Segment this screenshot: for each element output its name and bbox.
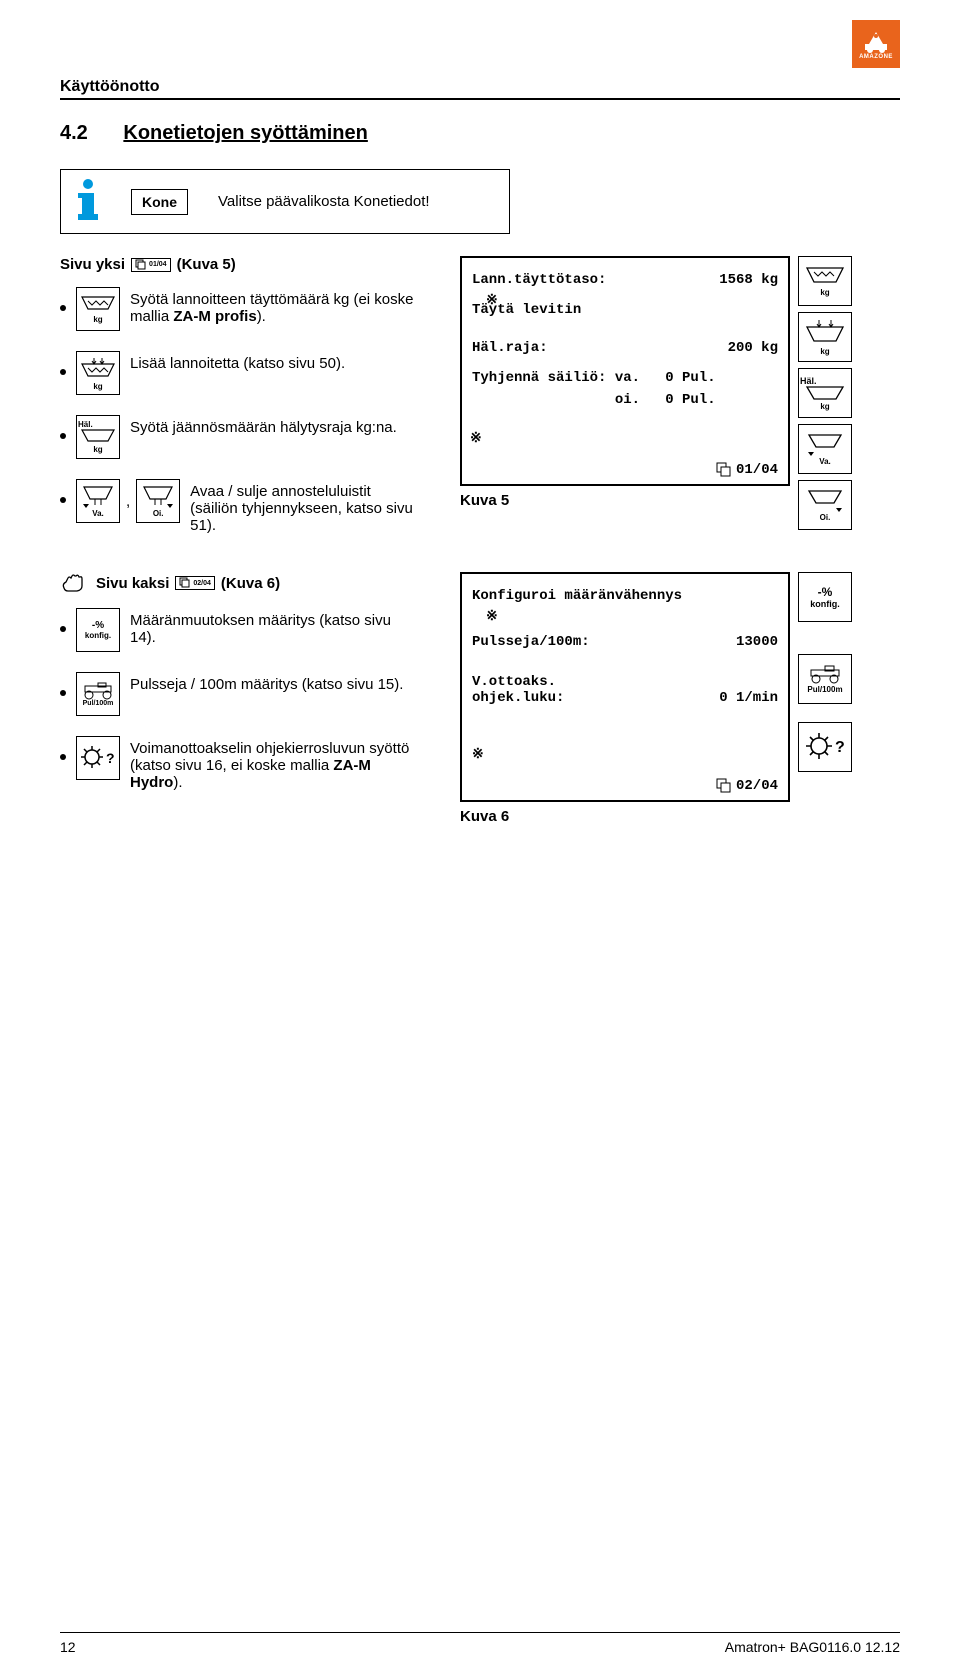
- right-icon-empty-va[interactable]: Va.: [798, 424, 852, 474]
- empty-right-icon[interactable]: Oi.: [136, 479, 180, 523]
- screen1-pager: 01/04: [736, 462, 778, 478]
- svg-text:?: ?: [835, 739, 845, 756]
- footer-page-number: 12: [60, 1639, 76, 1655]
- kuva6-label: Kuva 6: [460, 808, 790, 825]
- hand-icon: [60, 572, 90, 594]
- pto-icon[interactable]: ?: [76, 736, 120, 780]
- right-icon-empty-oi[interactable]: Oi.: [798, 480, 852, 530]
- right-icon-pul100m[interactable]: Pul/100m: [798, 654, 852, 704]
- section-number: 4.2: [60, 122, 88, 144]
- section-heading: 4.2 Konetietojen syöttäminen: [60, 122, 900, 145]
- icon-va-label: Va.: [92, 509, 104, 518]
- page-two-pager-button[interactable]: 02/04: [175, 576, 215, 590]
- page-header: Käyttöönotto: [60, 78, 900, 100]
- alarm-level-icon[interactable]: Häl. kg: [76, 415, 120, 459]
- fill-level-icon[interactable]: kg: [76, 287, 120, 331]
- pul100m-icon[interactable]: Pul/100m: [76, 672, 120, 716]
- bullet-icon: [60, 305, 66, 311]
- footer-doc-id: Amatron+ BAG0116.0 12.12: [725, 1639, 900, 1655]
- right-icon-refill[interactable]: kg: [798, 312, 852, 362]
- info-callout: Kone Valitse päävalikosta Konetiedot!: [60, 169, 510, 234]
- page-two-heading: Sivu kaksi 02/04 (Kuva 6): [60, 572, 420, 594]
- item4-text: Avaa / sulje annosteluluistit (säiliön t…: [190, 479, 420, 534]
- p2-item1-text: Määränmuutoksen määritys (katso sivu 14)…: [130, 608, 420, 646]
- icon-kg-label-2: kg: [93, 382, 102, 391]
- page-two-pager-text: 02/04: [193, 580, 211, 587]
- info-icon: [75, 178, 101, 225]
- page-footer: 12 Amatron+ BAG0116.0 12.12: [60, 1632, 900, 1655]
- bullet-icon: [60, 690, 66, 696]
- screen-kuva5: Lann.täyttötaso:1568 kg ※ Täytä levitin …: [460, 256, 790, 486]
- item3-text: Syötä jäännösmäärän hälytysraja kg:na.: [130, 415, 397, 436]
- item4-sep: ,: [126, 479, 130, 523]
- svg-text:?: ?: [106, 750, 115, 766]
- page-two-kuvaref: (Kuva 6): [221, 575, 280, 592]
- refill-icon[interactable]: kg: [76, 351, 120, 395]
- p2-item2-text: Pulsseja / 100m määritys (katso sivu 15)…: [130, 672, 403, 693]
- empty-left-icon[interactable]: Va.: [76, 479, 120, 523]
- kone-button[interactable]: Kone: [131, 189, 188, 215]
- page-one-heading: Sivu yksi 01/04 (Kuva 5): [60, 256, 420, 273]
- icon-hal-label: Häl.: [78, 420, 93, 429]
- item1-text: Syötä lannoitteen täyttömäärä kg (ei kos…: [130, 287, 420, 325]
- bullet-icon: [60, 497, 66, 503]
- brand-logo: AMAZONE: [852, 20, 900, 68]
- konfig-icon[interactable]: -% konfig.: [76, 608, 120, 652]
- bullet-icon: [60, 754, 66, 760]
- bullet-icon: [60, 433, 66, 439]
- bullet-icon: [60, 626, 66, 632]
- p2-item3-text: Voimanottoakselin ohjekierrosluvun syött…: [130, 736, 420, 791]
- kuva5-label: Kuva 5: [460, 492, 790, 509]
- page-one-pager-button[interactable]: 01/04: [131, 258, 171, 272]
- right-icon-fill[interactable]: kg: [798, 256, 852, 306]
- right-icon-konfig[interactable]: -% konfig.: [798, 572, 852, 622]
- icon-kg-label-3: kg: [93, 445, 102, 454]
- bullet-icon: [60, 369, 66, 375]
- brand-name: AMAZONE: [859, 54, 893, 60]
- section-title-text: Konetietojen syöttäminen: [123, 122, 367, 144]
- page-one-pager-text: 01/04: [149, 261, 167, 268]
- right-icon-pto[interactable]: ?: [798, 722, 852, 772]
- screen-kuva6: Konfiguroi määränvähennys ※ Pulsseja/100…: [460, 572, 790, 802]
- info-text: Valitse päävalikosta Konetiedot!: [218, 193, 430, 210]
- page-one-kuvaref: (Kuva 5): [177, 256, 236, 273]
- page-two-prefix: Sivu kaksi: [96, 575, 169, 592]
- right-icon-alarm[interactable]: Häl. kg: [798, 368, 852, 418]
- item2-text: Lisää lannoitetta (katso sivu 50).: [130, 351, 345, 372]
- page-one-prefix: Sivu yksi: [60, 256, 125, 273]
- screen2-pager: 02/04: [736, 778, 778, 794]
- icon-oi-label: Oi.: [153, 509, 164, 518]
- icon-kg-label: kg: [93, 315, 102, 324]
